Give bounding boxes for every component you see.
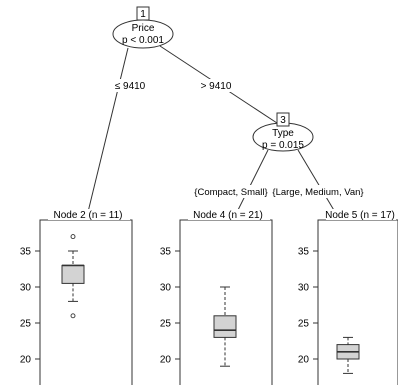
edge-label-price-left: ≤ 9410 [115,81,146,92]
panel-frame [317,219,398,385]
edge-label-type-right: {Large, Medium, Van} [272,187,363,198]
y-axis-tick-label: 25 [20,319,32,330]
terminal-node-5: Node 5 (n = 17) 20 25 30 35 [298,209,398,385]
edge-label-bg [198,79,234,92]
y-axis-tick-label: 30 [20,283,32,294]
edge-label-bg [270,185,366,198]
panel-frame [179,219,273,385]
y-axis-tick-label: 35 [298,247,310,258]
edge-node3-node5 [297,149,336,213]
node-id: 1 [140,9,146,20]
node-variable: Type [272,128,294,139]
y-axis-tick-label: 25 [298,319,310,330]
edge-label-type-left: {Compact, Small} [194,187,267,198]
node-id-box [136,6,150,21]
panel-label-bg [326,209,396,220]
y-axis-tick-label: 35 [20,247,32,258]
y-axis-tick-label: 25 [160,319,172,330]
outlier-point [70,234,76,240]
edge-node3-node4 [236,149,269,213]
node-id-box [276,112,290,127]
panel-frame [39,219,133,385]
terminal-node-4: Node 4 (n = 21) 20 25 30 35 [160,209,273,385]
y-axis-tick-label: 30 [160,283,172,294]
outlier-point [70,313,76,319]
edge-label-bg [112,79,148,92]
y-axis-tick-label: 30 [298,283,310,294]
y-axis-tick-label: 20 [160,355,172,366]
node-pvalue: p < 0.001 [122,35,164,46]
edge-node1-node2 [87,47,129,213]
y-axis-tick-label: 20 [298,355,310,366]
edge-label-price-right: > 9410 [201,81,232,92]
iqr-box [61,264,85,284]
panel-label-bg [48,209,130,220]
node-variable: Price [132,23,155,34]
y-axis-tick-label: 35 [160,247,172,258]
iqr-box [213,315,237,338]
terminal-node-2: Node 2 (n = 11) 20 25 30 35 [20,209,133,385]
inner-node-1: 1 Price p < 0.001 [112,6,174,49]
inner-node-3: 3 Type p = 0.015 [252,112,314,152]
panel-label: Node 2 (n = 11) [53,210,122,221]
node-pvalue: p = 0.015 [262,140,304,151]
panel-label: Node 5 (n = 17) [325,210,395,221]
node-id: 3 [280,115,286,126]
panel-label: Node 4 (n = 21) [193,210,263,221]
edge-label-bg [190,185,272,198]
y-axis-tick-label: 20 [20,355,32,366]
panel-label-bg [188,209,270,220]
